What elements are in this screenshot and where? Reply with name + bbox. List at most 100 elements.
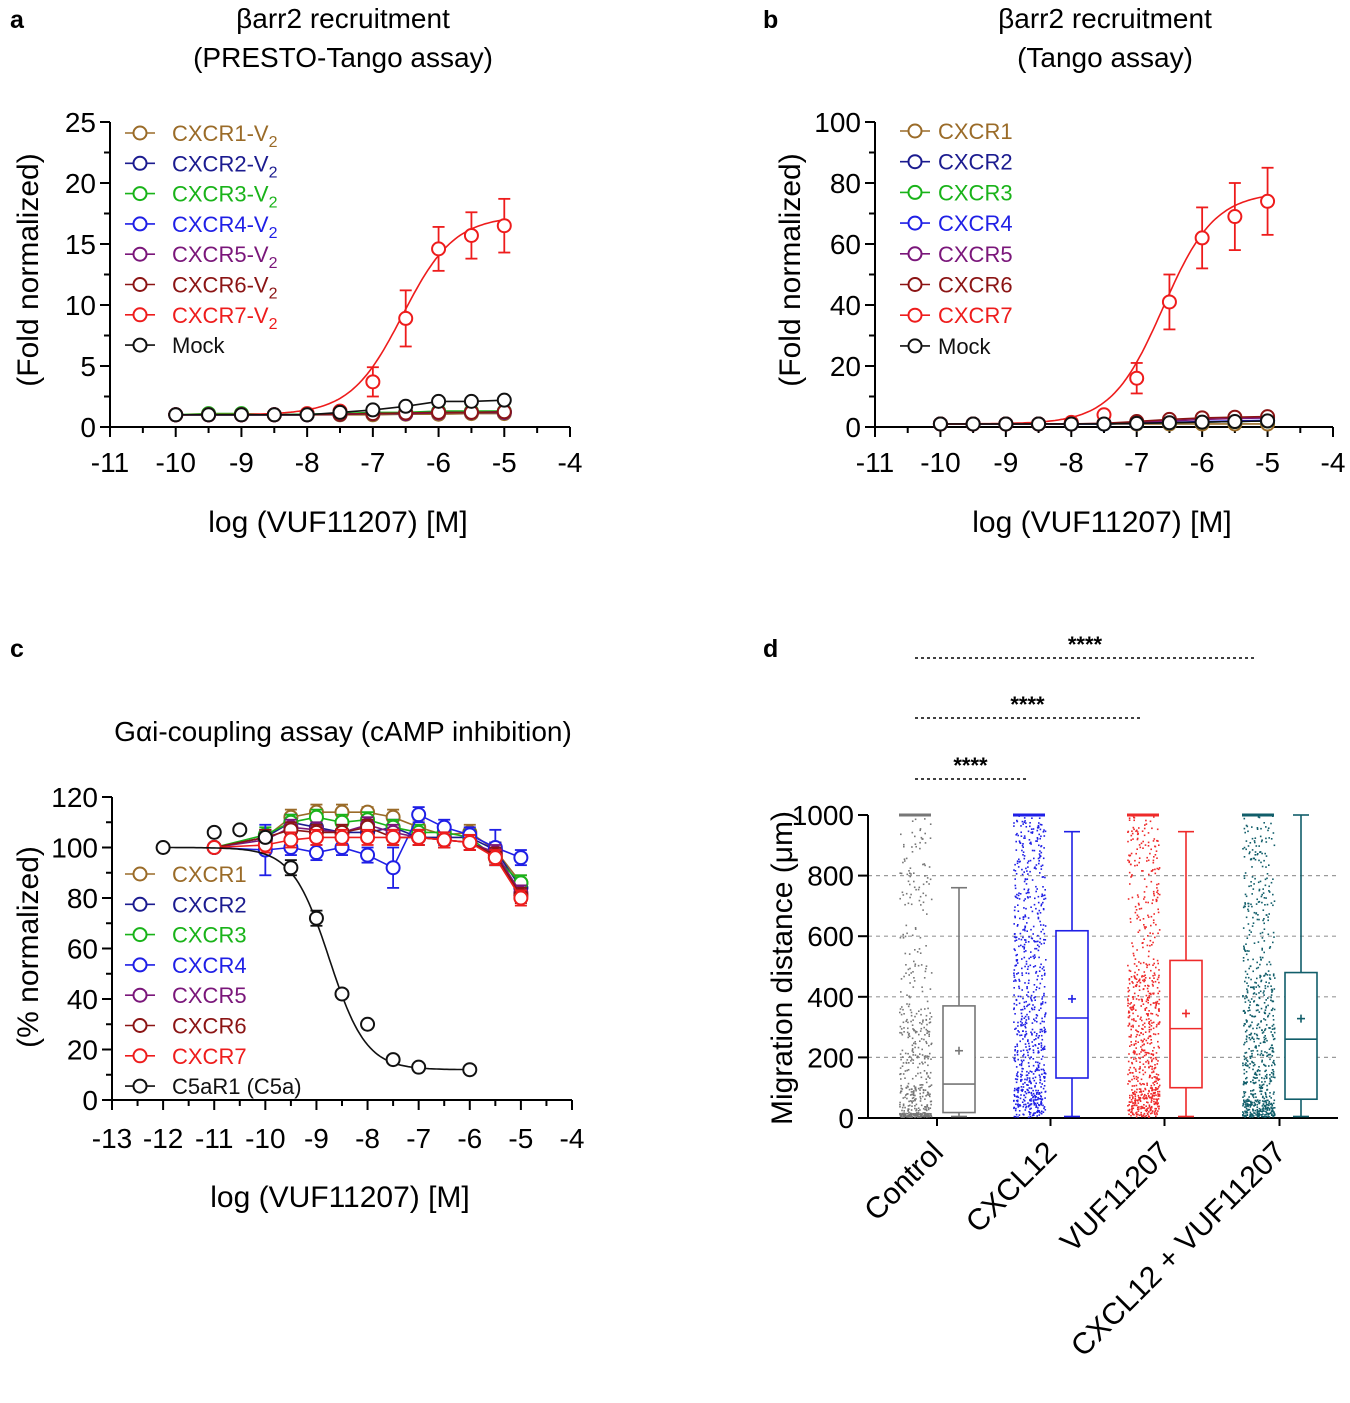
data-point [1143,924,1145,926]
data-point [1135,983,1138,986]
data-point [1130,1006,1132,1009]
data-point [919,1040,921,1042]
data-point [922,838,924,840]
data-point [1251,925,1254,927]
data-point [1156,1099,1158,1101]
data-point [1042,1087,1045,1090]
data-point [1023,899,1025,902]
data-point [1150,848,1152,851]
data-point [1139,1099,1141,1101]
legend-name: CXCR6 [172,1014,247,1039]
data-point [1144,1109,1147,1112]
data-point [1132,982,1134,984]
data-point [899,1101,901,1104]
data-point [1158,1008,1160,1010]
data-point [1261,1096,1264,1099]
data-point [913,1042,915,1045]
data-point [1025,1033,1028,1035]
data-point [1138,1096,1140,1099]
data-point [1150,880,1153,883]
data-point [1257,816,1260,818]
data-point [901,1006,903,1008]
legend-subscript: 2 [269,134,278,151]
data-point [1147,916,1150,918]
legend-label: CXCR3-V2 [172,182,278,212]
data-point [1036,944,1039,946]
data-point [1161,294,1177,310]
data-point [1152,964,1154,966]
data-point [1014,940,1016,942]
data-point [902,1104,905,1107]
data-point [1246,973,1249,975]
data-point [1147,1092,1149,1095]
data-point [1265,1110,1267,1113]
data-point [1035,907,1037,910]
data-point [907,1021,909,1024]
data-point [1251,849,1254,851]
data-point [1038,1043,1040,1045]
data-point [1257,881,1260,884]
data-point [923,1112,926,1115]
legend-name: CXCR3 [172,923,247,948]
data-point [1127,859,1129,862]
data-point [1033,1008,1036,1011]
data-point [1257,1053,1259,1056]
data-point [1141,1000,1143,1003]
data-point [1248,1034,1251,1036]
data-point [1128,1022,1131,1025]
data-point [1133,819,1135,822]
data-point [1252,888,1255,890]
data-point [1040,868,1043,870]
data-point [1014,1087,1016,1090]
data-point [901,1113,903,1116]
data-point [1043,1045,1046,1048]
data-point [1151,1087,1153,1090]
data-point [911,1050,914,1052]
data-point [1158,1084,1161,1087]
y-tick-label: 100 [51,833,98,864]
data-point [899,1073,901,1076]
data-point [1030,1091,1033,1094]
data-point [913,1029,915,1032]
data-point [919,952,922,954]
data-point [1033,903,1036,906]
data-point [1014,884,1017,887]
data-point [1268,1095,1271,1098]
data-point [1031,1041,1033,1043]
data-point [1015,998,1018,1001]
data-point [1269,1046,1272,1049]
data-point [1137,1041,1139,1043]
data-point [1035,890,1037,893]
data-point [1014,895,1017,898]
data-point [1031,879,1034,881]
legend-label: CXCR6-V2 [172,273,278,303]
data-point [1016,1051,1019,1054]
data-point [1142,1073,1145,1076]
data-point [1141,975,1143,977]
data-point [926,1055,929,1057]
data-point [1143,980,1145,983]
legend-name: Mock [172,333,226,358]
data-point [926,1023,928,1026]
y-tick-label: 1000 [792,800,854,831]
data-point [1248,885,1250,888]
data-point [1034,947,1036,950]
data-point [1260,895,1263,898]
data-point [919,1100,922,1102]
data-point [1018,861,1021,863]
data-point [1039,1022,1042,1025]
data-point [1154,1107,1156,1110]
data-point [1144,1051,1147,1054]
data-point [1156,1063,1159,1065]
data-point [1031,1007,1033,1010]
data-point [899,1025,902,1028]
data-point [1245,1040,1248,1043]
data-point [1038,1110,1040,1112]
data-point [1156,1103,1159,1106]
data-point [1042,1111,1045,1113]
data-point [1020,1024,1022,1027]
data-point [283,832,299,848]
data-point [921,1086,923,1089]
data-point [924,970,927,973]
data-point [1023,871,1025,873]
